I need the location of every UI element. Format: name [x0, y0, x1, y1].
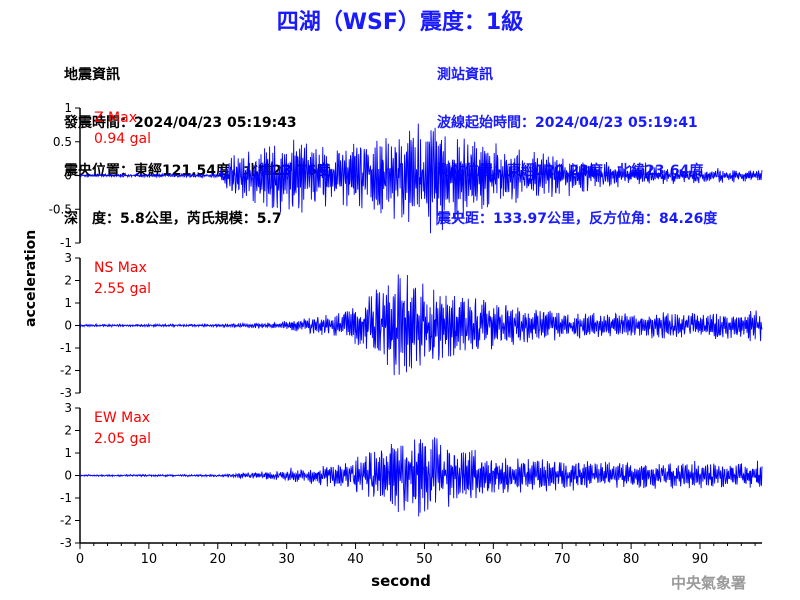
y-tick-label: -1 [60, 491, 72, 505]
x-tick-label: 0 [76, 552, 84, 567]
earthquake-info-heading: 地震資訊 [64, 67, 120, 83]
agency-footer: 中央氣象署 [670, 574, 746, 592]
origin-time: 發震時間：2024/04/23 05:19:43 [64, 115, 297, 131]
max-value: 2.05 gal [94, 431, 151, 447]
panel-ew: -3 -2 -1 0 1 2 3 EW Max 2.05 gal [60, 401, 763, 550]
distance-azimuth: 震央距：133.97公里，反方位角：84.26度 [437, 211, 718, 227]
y-tick-label: 0 [64, 319, 72, 333]
y-tick-label: -3 [60, 386, 72, 400]
wave-start-time: 波線起始時間：2024/04/23 05:19:41 [437, 115, 698, 131]
y-tick-label: 3 [64, 401, 72, 415]
max-value: 2.55 gal [94, 281, 151, 297]
chart-title: 四湖（WSF）震度：1級 [276, 10, 524, 35]
max-label: Z Max [94, 110, 137, 126]
y-tick-label: -0.5 [49, 202, 72, 216]
depth-magnitude: 深 度：5.8公里，芮氏規模：5.7 [64, 211, 282, 227]
x-tick-label: 20 [210, 552, 227, 567]
x-tick-label: 80 [623, 552, 640, 567]
y-tick-label: -3 [60, 536, 72, 550]
x-tick-label: 50 [416, 552, 433, 567]
max-value: 0.94 gal [94, 131, 151, 147]
x-tick-label: 60 [485, 552, 502, 567]
panel-z: -1 -0.5 0 0.5 1 Z Max 0.94 gal [49, 101, 763, 250]
x-tick-label: 90 [692, 552, 709, 567]
y-tick-label: 1 [64, 446, 72, 460]
y-tick-label: 2 [64, 424, 72, 438]
station-info-heading: 測站資訊 [437, 67, 493, 83]
max-label: EW Max [94, 410, 150, 426]
y-tick-label: -2 [60, 364, 72, 378]
y-tick-label: -1 [60, 236, 72, 250]
y-tick-label: -2 [60, 514, 72, 528]
x-tick-label: 70 [554, 552, 571, 567]
waveform-trace-ew [79, 437, 763, 517]
max-label: NS Max [94, 260, 147, 276]
y-tick-label: 1 [64, 101, 72, 115]
waveform-trace-ns [79, 274, 763, 376]
x-tick-label: 40 [347, 552, 364, 567]
y-tick-label: 0.5 [53, 135, 72, 149]
panel-ns: -3 -2 -1 0 1 2 3 NS Max 2.55 gal [60, 251, 763, 400]
y-tick-label: 1 [64, 296, 72, 310]
y-tick-label: -1 [60, 341, 72, 355]
y-tick-label: 3 [64, 251, 72, 265]
waveform-trace-z [79, 123, 763, 234]
y-tick-label: 0 [64, 469, 72, 483]
y-tick-label: 0 [64, 169, 72, 183]
earthquake-info: 地震資訊 發震時間：2024/04/23 05:19:43 震央位置：東經121… [64, 35, 330, 243]
x-tick-label: 10 [141, 552, 158, 567]
y-tick-label: 2 [64, 274, 72, 288]
x-tick-label: 30 [278, 552, 295, 567]
x-axis-label: second [371, 572, 431, 590]
